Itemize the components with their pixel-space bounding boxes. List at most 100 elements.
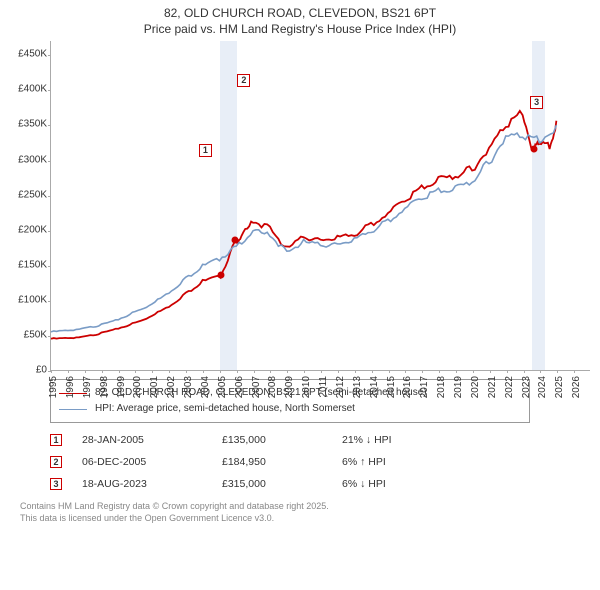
marker-dot — [531, 146, 538, 153]
transaction-date: 06-DEC-2005 — [82, 456, 202, 468]
x-tick-mark — [220, 370, 221, 373]
title-line-1: 82, OLD CHURCH ROAD, CLEVEDON, BS21 6PT — [10, 6, 590, 22]
transaction-row: 2 06-DEC-2005 £184,950 6% ↑ HPI — [50, 451, 530, 473]
y-tick-label: £150K — [7, 259, 47, 270]
x-tick-label: 1995 — [48, 376, 59, 398]
x-tick-label: 2000 — [132, 376, 143, 398]
y-tick-label: £400K — [7, 84, 47, 95]
x-tick-mark — [338, 370, 339, 373]
x-tick-label: 2017 — [419, 376, 430, 398]
y-tick-label: £200K — [7, 224, 47, 235]
transaction-marker: 3 — [50, 478, 62, 490]
x-tick-mark — [102, 370, 103, 373]
title-block: 82, OLD CHURCH ROAD, CLEVEDON, BS21 6PT … — [10, 6, 590, 37]
x-tick-mark — [287, 370, 288, 373]
x-tick-label: 2018 — [436, 376, 447, 398]
x-tick-mark — [405, 370, 406, 373]
y-tick-label: £50K — [7, 330, 47, 341]
x-tick-mark — [85, 370, 86, 373]
x-tick-mark — [203, 370, 204, 373]
transaction-price: £135,000 — [222, 434, 322, 446]
x-tick-mark — [270, 370, 271, 373]
y-tick-label: £350K — [7, 119, 47, 130]
x-tick-label: 2024 — [537, 376, 548, 398]
x-tick-mark — [355, 370, 356, 373]
x-tick-label: 1996 — [65, 376, 76, 398]
transaction-marker: 2 — [50, 456, 62, 468]
transaction-date: 28-JAN-2005 — [82, 434, 202, 446]
x-tick-label: 1998 — [99, 376, 110, 398]
marker-label: 3 — [530, 96, 543, 109]
x-tick-mark — [540, 370, 541, 373]
x-tick-label: 2005 — [217, 376, 228, 398]
transaction-row: 318-AUG-2023£315,0006% ↓ HPI — [50, 473, 530, 495]
transactions-table: 1 28-JAN-2005 £135,000 21% ↓ HPI 2 06-DEC-200… — [50, 429, 530, 495]
x-tick-label: 2014 — [369, 376, 380, 398]
x-tick-label: 2016 — [402, 376, 413, 398]
marker-dot — [217, 272, 224, 279]
x-tick-label: 2015 — [386, 376, 397, 398]
x-tick-mark — [169, 370, 170, 373]
x-tick-label: 2026 — [571, 376, 582, 398]
x-tick-label: 2004 — [200, 376, 211, 398]
x-tick-mark — [51, 370, 52, 373]
x-tick-mark — [68, 370, 69, 373]
plot-area: £0£50K£100K£150K£200K£250K£300K£350K£400… — [50, 41, 590, 371]
y-tick-label: £100K — [7, 294, 47, 305]
x-tick-mark — [557, 370, 558, 373]
x-tick-mark — [135, 370, 136, 373]
x-tick-label: 2008 — [267, 376, 278, 398]
marker-label: 1 — [199, 144, 212, 157]
legend-row: HPI: Average price, semi-detached house,… — [59, 401, 521, 417]
y-tick-label: £450K — [7, 49, 47, 60]
credit-line: This data is licensed under the Open Gov… — [20, 513, 590, 525]
x-tick-label: 2009 — [284, 376, 295, 398]
chart-svg — [51, 41, 590, 370]
x-tick-mark — [254, 370, 255, 373]
title-line-2: Price paid vs. HM Land Registry's House … — [10, 22, 590, 38]
x-tick-label: 2003 — [183, 376, 194, 398]
x-tick-label: 2012 — [335, 376, 346, 398]
x-tick-mark — [456, 370, 457, 373]
x-tick-label: 2013 — [352, 376, 363, 398]
x-tick-label: 2025 — [554, 376, 565, 398]
x-tick-mark — [507, 370, 508, 373]
credits: Contains HM Land Registry data © Crown c… — [20, 501, 590, 524]
y-tick-label: £0 — [7, 365, 47, 376]
x-tick-label: 1997 — [82, 376, 93, 398]
x-tick-mark — [237, 370, 238, 373]
x-tick-mark — [186, 370, 187, 373]
y-tick-label: £300K — [7, 154, 47, 165]
transaction-marker: 1 — [50, 434, 62, 446]
credit-line: Contains HM Land Registry data © Crown c… — [20, 501, 590, 513]
transaction-price: £184,950 — [222, 456, 322, 468]
transaction-delta: 6% ↑ HPI — [342, 456, 462, 468]
marker-label: 2 — [237, 74, 250, 87]
x-tick-label: 2021 — [487, 376, 498, 398]
x-tick-mark — [473, 370, 474, 373]
x-tick-mark — [439, 370, 440, 373]
x-tick-label: 2001 — [149, 376, 160, 398]
x-tick-mark — [152, 370, 153, 373]
x-tick-mark — [524, 370, 525, 373]
x-tick-label: 2019 — [453, 376, 464, 398]
x-tick-mark — [304, 370, 305, 373]
chart-container: 82, OLD CHURCH ROAD, CLEVEDON, BS21 6PT … — [0, 0, 600, 590]
transaction-delta: 6% ↓ HPI — [342, 478, 462, 490]
transaction-delta: 21% ↓ HPI — [342, 434, 462, 446]
x-tick-mark — [321, 370, 322, 373]
x-tick-label: 2011 — [318, 376, 329, 398]
legend-label: HPI: Average price, semi-detached house,… — [95, 401, 355, 417]
x-tick-mark — [372, 370, 373, 373]
series-property — [51, 111, 556, 339]
x-tick-label: 2010 — [301, 376, 312, 398]
y-tick-label: £250K — [7, 189, 47, 200]
x-tick-mark — [574, 370, 575, 373]
x-tick-mark — [389, 370, 390, 373]
x-tick-label: 2006 — [234, 376, 245, 398]
marker-dot — [232, 237, 239, 244]
transaction-price: £315,000 — [222, 478, 322, 490]
x-tick-label: 2007 — [251, 376, 262, 398]
x-tick-label: 2020 — [470, 376, 481, 398]
x-tick-label: 2023 — [521, 376, 532, 398]
